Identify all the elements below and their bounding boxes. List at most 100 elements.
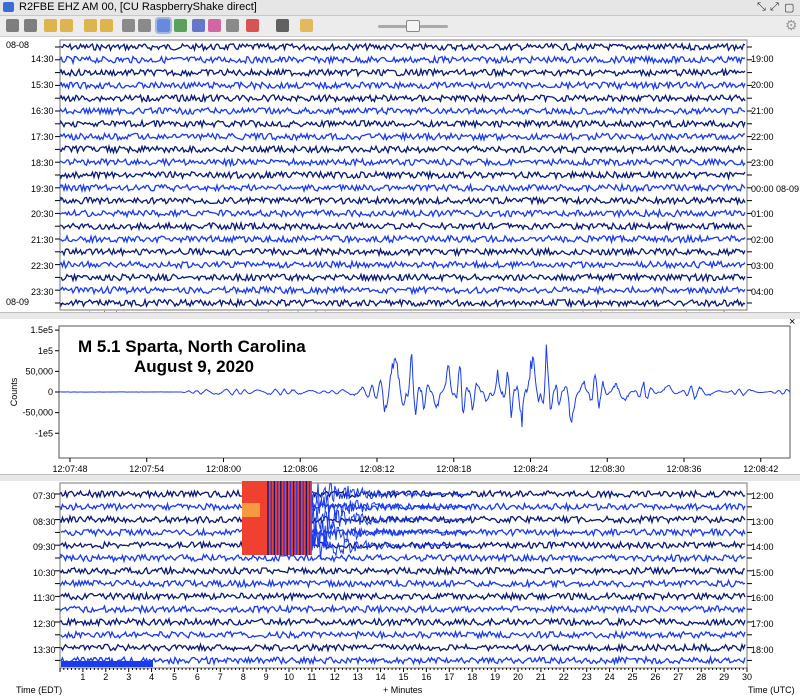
zoom-waveform-plot[interactable]: 1.5e5 1e5 50,000 0 -50,000 -1e5 Counts 12:07:48… [0,319,800,475]
copy-icon[interactable] [24,19,37,32]
minute-tick-label: 21 [536,672,546,682]
minute-tick-label: 9 [264,672,269,682]
minute-tick-label: 11 [307,672,316,682]
coda-trace [311,502,470,537]
top-left-time-label: 18:30 [31,157,54,168]
minimize-icon[interactable]: ⤡ [757,1,766,13]
minute-tick-label: 6 [195,672,200,682]
top-helicorder-panel [0,37,800,321]
minute-tick-label: 23 [582,672,592,682]
top-right-time-label: 04:00 [751,287,774,298]
helicorder-trace [60,246,746,258]
minute-tick-label: 4 [149,672,154,682]
minute-tick-label: 17 [444,672,454,682]
helicorder-trace [60,131,746,143]
bottom-helicorder-plot[interactable]: 1 2 3 4 5 6 7 8 9 10 11 12 13 14 15 16 17 18 19 20 21 22 23 24 2… [0,481,800,697]
minutes-caption: + Minutes [383,685,423,695]
helicorder-trace [60,92,746,104]
x-tick-label: 12:08:12 [359,464,394,474]
y-tick-label: -50,000 [22,408,53,418]
top-left-time-label: 19:30 [31,183,54,194]
top-helicorder-plot[interactable] [0,37,800,321]
zoom-in-icon[interactable] [122,19,135,32]
bottom-left-time-label: 09:30 [33,542,56,553]
minute-tick-label: 26 [650,672,660,682]
helicorder-trace [60,641,746,654]
helicorder-trace [60,233,746,245]
zoom-slider[interactable] [378,20,448,32]
print-icon[interactable] [226,19,239,32]
rewind-icon[interactable] [44,19,57,32]
zoom-out-icon[interactable] [138,19,151,32]
top-right-time-label: 01:00 [751,209,774,220]
x-tick-label: 12:08:36 [666,464,701,474]
top-right-time-label: 02:00 [751,235,774,246]
waveform-line [58,344,791,428]
minute-tick-label: 10 [284,672,294,682]
network-icon[interactable] [276,19,289,32]
bottom-left-time-label: 13:30 [33,644,56,655]
helicorder-trace [60,526,746,538]
spectrum-icon[interactable] [174,19,187,32]
helicorder-trace [60,577,746,589]
y-tick-label: 0 [48,387,53,397]
x-tick-label: 12:08:42 [743,464,778,474]
minute-tick-label: 30 [742,672,752,682]
gear-icon[interactable]: ⚙ [785,17,798,33]
minute-tick-label: 13 [353,672,363,682]
edit-icon[interactable] [6,19,19,32]
minute-tick-label: 20 [513,672,523,682]
time-utc-caption: Time (UTC) [748,685,795,695]
helicorder-trace [60,654,746,666]
colors-icon[interactable] [208,19,221,32]
event-date: August 9, 2020 [134,357,254,376]
close-zoom-icon[interactable]: × [789,316,796,328]
window-title: R2FBE EHZ AM 00, [CU RaspberryShake dire… [19,1,257,13]
coda-trace [311,529,470,560]
helicorder-trace [60,118,746,130]
coda-trace [311,517,470,548]
back-icon[interactable] [60,19,73,32]
maximize-icon[interactable]: ⤢ [770,1,779,13]
minute-tick-label: 22 [559,672,569,682]
tag-icon[interactable] [300,19,313,32]
y-tick-label: 50,000 [25,366,53,376]
x-tick-label: 12:08:18 [436,464,471,474]
bottom-left-time-label: 07:30 [33,491,56,501]
fit-icon[interactable] [155,17,172,34]
y-tick-label: 1.5e5 [30,325,53,335]
fastforward-icon[interactable] [100,19,113,32]
bottom-helicorder-panel: 1 2 3 4 5 6 7 8 9 10 11 12 13 14 15 16 17 18 19 20 21 22 23 24 2… [0,481,800,697]
minute-tick-label: 18 [467,672,477,682]
bottom-right-time-label: 12:00 [751,491,774,501]
minute-tick-label: 7 [218,672,223,682]
minute-tick-label: 8 [241,672,246,682]
helicorder-trace [60,271,746,283]
event-highlight-core [242,503,260,517]
top-right-time-label: 20:00 [751,79,774,90]
spectrogram-icon[interactable] [192,19,205,32]
bottom-right-time-label: 15:00 [751,567,774,578]
minute-tick-label: 5 [172,672,177,682]
helicorder-trace [60,182,746,194]
close-window-icon[interactable]: ▢ [784,2,795,14]
current-trace [61,661,153,667]
top-left-time-label: 17:30 [31,131,54,142]
helicorder-trace [60,54,746,66]
helicorder-trace [60,259,746,271]
x-tick-label: 12:08:24 [513,464,548,474]
slider-knob[interactable] [406,20,420,32]
forward-icon[interactable] [84,19,97,32]
helicorder-trace [60,105,746,117]
y-tick-label: -1e5 [35,428,53,438]
minute-tick-label: 16 [421,672,431,682]
helicorder-trace [60,603,746,615]
y-axis-label: Counts [9,377,19,406]
helicorder-trace [60,285,746,296]
window-titlebar: R2FBE EHZ AM 00, [CU RaspberryShake dire… [0,0,800,16]
helicorder-trace [60,590,746,603]
x-tick-label: 12:08:30 [590,464,625,474]
delete-icon[interactable] [246,19,259,32]
helicorder-trace [60,513,746,525]
bottom-left-time-label: 10:30 [33,567,56,578]
